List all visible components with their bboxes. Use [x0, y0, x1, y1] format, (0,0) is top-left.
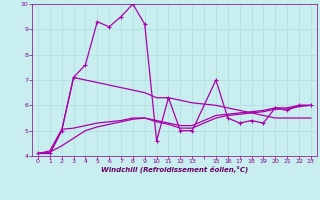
X-axis label: Windchill (Refroidissement éolien,°C): Windchill (Refroidissement éolien,°C): [101, 166, 248, 173]
